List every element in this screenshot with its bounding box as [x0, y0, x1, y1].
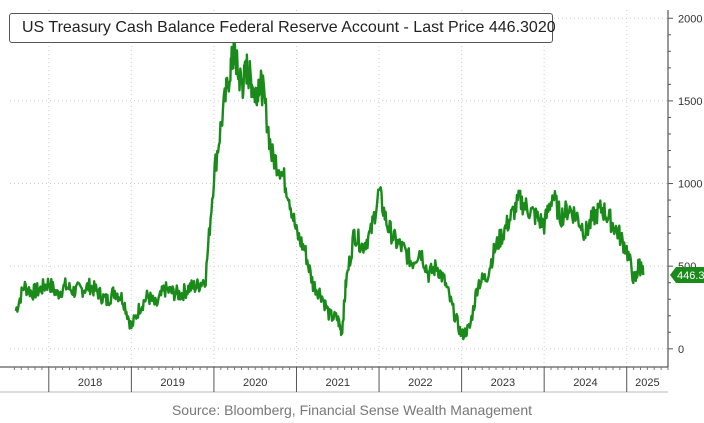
y-tick-label: 0 [678, 344, 684, 356]
x-tick-label: 2023 [491, 377, 515, 389]
y-tick-label: 1000 [678, 179, 702, 191]
y-tick-label: 2000 [678, 13, 702, 25]
last-price-tag [670, 267, 704, 284]
source-caption: Source: Bloomberg, Financial Sense Wealt… [171, 402, 533, 418]
x-tick-label: 2018 [78, 377, 102, 389]
chart-legend: US Treasury Cash Balance Federal Reserve… [9, 13, 556, 43]
last-price-label: 446.3 [677, 270, 704, 282]
x-tick-label: 2020 [243, 377, 267, 389]
series-line [14, 38, 645, 341]
x-tick-label: 2021 [326, 377, 350, 389]
x-tick-label: 2025 [635, 377, 659, 389]
x-tick-label: 2022 [408, 377, 432, 389]
last-price-marker: 446.3 [670, 267, 704, 284]
chart-title: US Treasury Cash Balance Federal Reserve… [22, 19, 556, 36]
x-tick-label: 2019 [160, 377, 184, 389]
y-tick-label: 1500 [678, 96, 702, 108]
x-tick-label: 2024 [573, 377, 597, 389]
